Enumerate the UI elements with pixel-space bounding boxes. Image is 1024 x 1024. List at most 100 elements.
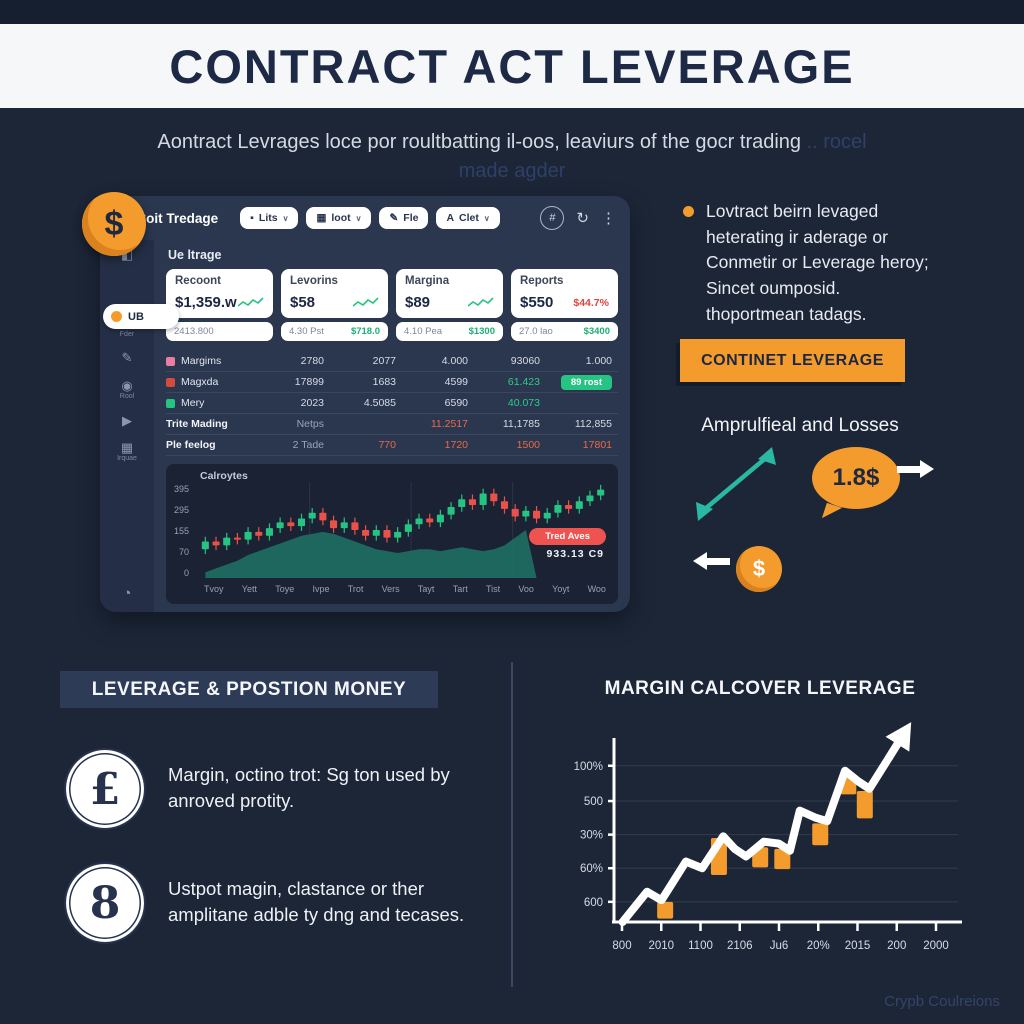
stat-card-4: Reports $550 $44.7% 27.0 lao $3400 <box>511 269 618 341</box>
leverage-bullet: Lovtract beirn levaged heterating ir ade… <box>683 199 943 328</box>
subtitle-line2: made agder <box>458 160 566 182</box>
card-title: Recoont <box>175 275 221 287</box>
table-row[interactable]: Margims 2780 2077 4.000 93060 1.000 <box>166 351 618 372</box>
table-cell: 93060 <box>510 355 540 367</box>
row-label-text: Margims <box>181 355 222 367</box>
section-label: Ue ltrage <box>168 248 222 262</box>
x-tick-label: Tart <box>452 584 468 594</box>
x-tick-label: Toye <box>275 584 295 594</box>
svg-text:600: 600 <box>584 897 603 909</box>
pen-icon: ✎ <box>121 350 133 366</box>
trend-badge-button[interactable]: Tred Aves <box>529 528 606 545</box>
table-cell: 4599 <box>444 376 468 388</box>
hash-circle-icon[interactable]: # <box>540 206 565 230</box>
lits-button-icon: ▪ <box>250 212 254 224</box>
stat-card-2: Levorins $58 4.30 Pst $718.0 <box>281 269 388 341</box>
stat-cards: Recoont $1,359.w 2413.800 Levorins $58 4.30 P… <box>166 269 618 341</box>
svg-text:2106: 2106 <box>727 940 753 952</box>
row-action-button[interactable]: 89 rost <box>560 374 612 390</box>
svg-text:2000: 2000 <box>923 940 949 952</box>
camera-icon-label: Rool <box>119 392 135 400</box>
table-cell: 2023 <box>300 397 324 409</box>
bubble-value: 1.8$ <box>832 464 880 491</box>
leverage-position-header: LEVERAGE & PPOSTION MONEY <box>60 671 438 708</box>
trend-value: 933.13 C9 <box>546 548 604 560</box>
coin-dot-icon <box>111 311 122 322</box>
fle-button-icon: ✎ <box>389 212 399 224</box>
topbar-icons: # ↻ ⋮ <box>540 206 616 230</box>
lits-button-label: Lits <box>258 212 278 224</box>
card-value-row: $89 <box>405 294 494 311</box>
double-arrow-icon <box>696 447 776 521</box>
camera-icon: ◉ <box>121 377 133 393</box>
kebab-menu-icon[interactable]: ⋮ <box>601 210 616 227</box>
stat-card-3: Margina $89 4.10 Pea $1300 <box>396 269 503 341</box>
refresh-icon[interactable]: ↻ <box>576 210 589 227</box>
x-tick-label: Vers <box>381 584 400 594</box>
sidebar-camera-icon[interactable]: ◉ Rool <box>119 377 135 401</box>
subtitle: Aontract Levrages loce por roultbatting … <box>0 128 1024 186</box>
candlestick-chart <box>200 482 610 583</box>
svg-text:Ju6: Ju6 <box>770 940 789 952</box>
shield-clock-icon: ◔ <box>122 585 132 602</box>
row-label: Mery <box>166 397 258 409</box>
card-value: $550 <box>520 294 554 311</box>
card-title: Levorins <box>290 275 338 287</box>
continet-leverage-button[interactable]: CONTINET LEVERAGE <box>680 339 905 382</box>
sparkline-icon <box>353 296 379 307</box>
table-cell: 61.423 <box>507 376 540 388</box>
page-title: CONTRACT ACT LEVERAGE <box>169 39 855 93</box>
pound-coin-icon: £ <box>64 748 146 830</box>
y-tick-label: 295 <box>173 505 189 515</box>
credit-text: Crypb Coulreions <box>884 993 1000 1010</box>
stat-card-main: Margina $89 <box>396 269 503 318</box>
x-tick-label: Yoyt <box>552 584 570 594</box>
clet-button[interactable]: A Clet ∨ <box>436 207 500 229</box>
sidebar: ◧ UB ▤Fder✎◉Rool▶▦Irquae ◔ <box>100 240 179 612</box>
row-label: Margims <box>166 355 258 367</box>
sidebar-pen-icon[interactable]: ✎ <box>122 351 133 365</box>
table-row[interactable]: Mery 2023 4.5085 6590 40.073 <box>166 393 618 414</box>
building-icon: ▦ <box>120 439 134 455</box>
margin-chart-header: MARGIN CALCOVER LEVERAGE <box>604 678 916 699</box>
dollar-coin-icon: $ <box>82 192 146 256</box>
x-tick-label: Ivpe <box>312 584 330 594</box>
bullet-text: Lovtract beirn levaged heterating ir ade… <box>706 201 929 324</box>
amplified-title: Amprulfieal and Losses <box>701 415 899 436</box>
card-value-row: $550 $44.7% <box>520 294 609 311</box>
x-tick-label: Tayt <box>417 584 435 594</box>
table-cell: 4.5085 <box>363 397 396 409</box>
table-row[interactable]: Ple feelog 2 Tade 770 1720 1500 17801 <box>166 435 618 456</box>
table-cell: 112,855 <box>574 418 612 430</box>
sparkline-icon <box>468 296 494 307</box>
table-cell: 2077 <box>372 355 396 367</box>
fle-button[interactable]: ✎ Fle <box>379 207 429 229</box>
section-divider <box>511 662 513 987</box>
card-sub-left: 4.30 Pst <box>289 326 324 337</box>
table-cell: 6590 <box>444 397 468 409</box>
loot-button[interactable]: ▦ loot ∨ <box>306 207 372 229</box>
dashboard-body: ◧ UB ▤Fder✎◉Rool▶▦Irquae ◔ Ue ltrage Rec… <box>100 240 630 612</box>
card-value: $58 <box>290 294 316 311</box>
lits-button[interactable]: ▪ Lits ∨ <box>240 207 299 229</box>
table-row[interactable]: Magxda 17899 1683 4599 61.423 89 rost <box>166 372 618 393</box>
svg-text:30%: 30% <box>580 830 603 842</box>
stat-card-1: Recoont $1,359.w 2413.800 <box>166 269 273 341</box>
sidebar-item-ub[interactable]: UB <box>103 304 179 329</box>
dollar-coin-small-icon: $ <box>736 546 782 592</box>
dollar-8-icon: 8 <box>64 862 146 944</box>
table-cell: 40.073 <box>507 397 540 409</box>
svg-text:200: 200 <box>887 940 906 952</box>
x-tick-label: Tist <box>485 584 501 594</box>
sparkline-icon <box>238 296 264 307</box>
card-substats: 27.0 lao $3400 <box>511 322 618 341</box>
sidebar-building-icon[interactable]: ▦ Irquae <box>117 439 137 463</box>
building-icon-label: Irquae <box>117 455 137 463</box>
arrow-left-icon <box>693 552 730 570</box>
sidebar-send-icon[interactable]: ▶ <box>122 413 132 428</box>
positions-table: Margims 2780 2077 4.000 93060 1.000 Magxda 1789… <box>166 351 618 456</box>
y-tick-label: 70 <box>178 547 189 557</box>
table-row[interactable]: Trite Mading Netps 11.2517 11,1785 112,855 <box>166 414 618 435</box>
